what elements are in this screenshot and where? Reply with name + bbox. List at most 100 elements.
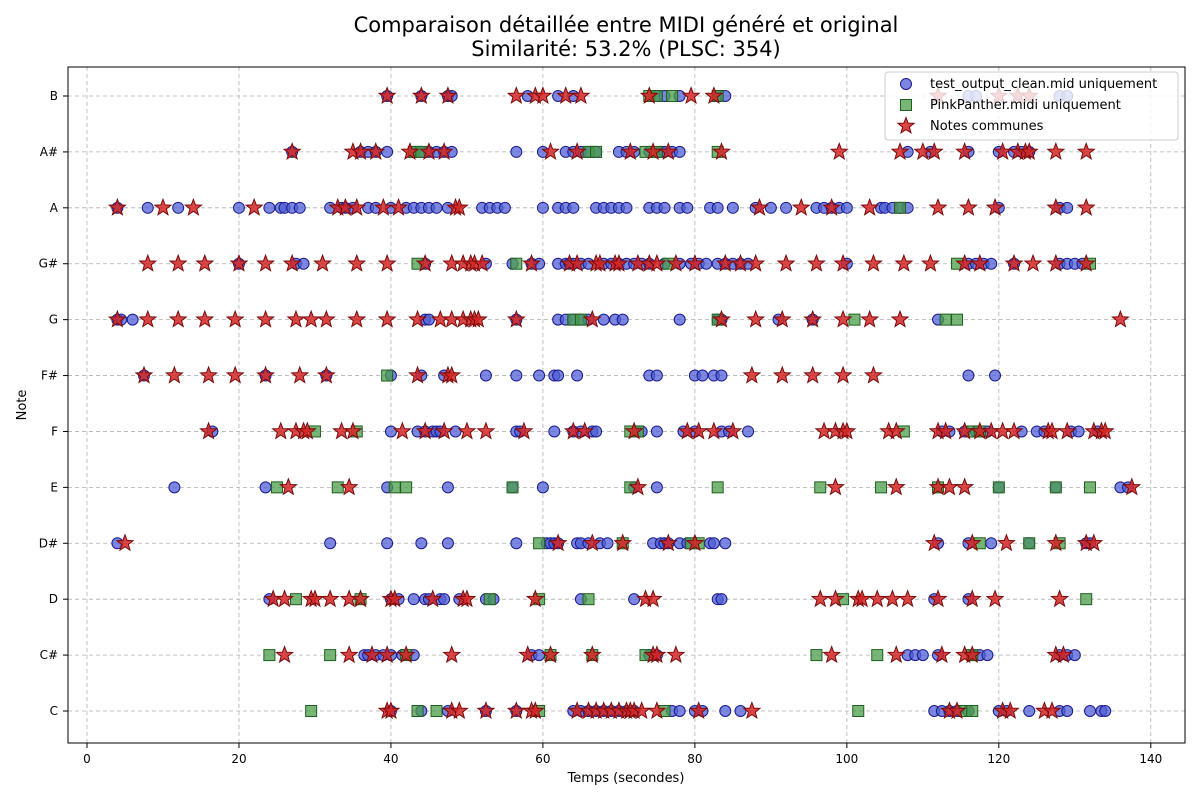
point-common	[826, 477, 845, 496]
point-generated-only	[263, 201, 276, 214]
x-axis-label: Temps (secondes)	[567, 771, 685, 786]
point-generated-only	[1061, 705, 1074, 717]
point-common	[457, 589, 477, 608]
point-common	[434, 141, 454, 160]
point-common	[666, 645, 686, 664]
point-generated-only	[601, 537, 614, 550]
point-generated-only	[719, 705, 732, 717]
x-tick-label: 80	[687, 752, 702, 766]
point-common	[377, 645, 397, 664]
point-common	[685, 533, 705, 552]
point-generated-only	[567, 201, 580, 214]
point-common	[1076, 141, 1096, 160]
point-generated-only	[1099, 705, 1112, 717]
point-generated-only	[707, 537, 720, 550]
y-tick-label: A	[50, 201, 59, 215]
point-original-only	[966, 705, 979, 717]
point-common	[571, 86, 591, 105]
point-common	[666, 253, 686, 272]
point-common	[275, 589, 295, 608]
point-generated-only	[985, 257, 998, 270]
point-common	[628, 477, 648, 496]
point-original-only	[483, 593, 496, 606]
point-generated-only	[715, 593, 728, 606]
series-3	[107, 86, 1142, 720]
data-points	[107, 86, 1142, 720]
point-generated-only	[438, 593, 451, 606]
point-common	[541, 645, 560, 664]
point-common	[1046, 197, 1066, 216]
point-generated-only	[172, 201, 185, 214]
point-common	[225, 365, 245, 384]
point-common	[582, 533, 602, 552]
point-common	[339, 645, 359, 664]
point-original-only	[430, 705, 443, 717]
point-common	[514, 421, 534, 440]
point-generated-only	[1023, 705, 1036, 717]
point-common	[567, 141, 587, 160]
point-common	[168, 253, 188, 272]
point-common	[305, 589, 325, 608]
point-common	[822, 197, 842, 216]
point-common	[970, 253, 990, 272]
point-generated-only	[1061, 201, 1074, 214]
point-common	[886, 645, 906, 664]
point-common	[639, 86, 659, 105]
point-common	[1023, 253, 1043, 272]
legend-label-generated: test_output_clean.mid uniquement	[930, 77, 1157, 92]
point-common	[107, 197, 127, 216]
point-generated-only	[985, 537, 998, 550]
point-common	[134, 365, 154, 384]
point-generated-only	[168, 481, 181, 494]
point-common	[411, 86, 431, 105]
point-original-only	[400, 481, 413, 494]
point-generated-only	[681, 201, 694, 214]
point-common	[256, 253, 276, 272]
point-original-only	[381, 369, 394, 382]
point-common	[810, 589, 830, 608]
point-original-only	[666, 90, 679, 102]
point-common	[791, 197, 811, 216]
point-common	[506, 309, 526, 328]
point-original-only	[506, 481, 519, 494]
point-generated-only	[407, 593, 420, 606]
point-common	[833, 365, 853, 384]
point-common	[962, 589, 982, 608]
point-common	[366, 141, 386, 160]
point-common	[613, 533, 633, 552]
point-generated-only	[650, 425, 663, 438]
point-common	[746, 253, 766, 272]
point-generated-only	[726, 201, 739, 214]
point-common	[1004, 253, 1024, 272]
point-common	[742, 701, 762, 720]
chart-subtitle: Similarité: 53.2% (PLSC: 354)	[471, 37, 781, 61]
point-common	[575, 421, 595, 440]
y-tick-label: E	[50, 480, 58, 494]
point-original-only	[388, 481, 401, 494]
point-common	[996, 533, 1016, 552]
point-generated-only	[381, 145, 394, 158]
point-common	[860, 309, 880, 328]
point-common	[712, 141, 731, 160]
point-generated-only	[1084, 705, 1097, 717]
point-common	[522, 253, 541, 272]
point-common	[772, 309, 792, 328]
point-common	[362, 645, 382, 664]
point-generated-only	[498, 201, 511, 214]
point-common	[115, 533, 135, 552]
point-generated-only	[597, 313, 610, 326]
point-common	[275, 645, 295, 664]
y-axis-label: Note	[15, 390, 30, 421]
point-common	[772, 365, 792, 384]
point-generated-only	[415, 537, 428, 550]
point-common	[415, 421, 435, 440]
point-common	[1046, 253, 1066, 272]
point-common	[924, 533, 944, 552]
point-common	[256, 309, 276, 328]
point-common	[408, 365, 427, 384]
point-common	[419, 141, 439, 160]
point-common	[347, 197, 367, 216]
point-original-only	[270, 481, 283, 494]
grid	[68, 67, 1185, 743]
point-common	[647, 645, 667, 664]
